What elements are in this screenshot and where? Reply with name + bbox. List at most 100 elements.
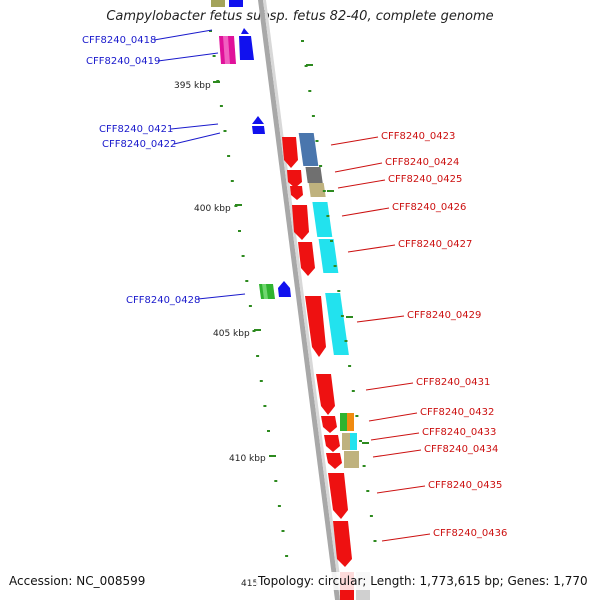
gene-CFF8240_0424-red[interactable] xyxy=(287,170,302,188)
scale-tick xyxy=(348,365,352,367)
scale-tick xyxy=(322,190,326,192)
scale-tick xyxy=(259,380,263,382)
scale-label-415: 415 xyxy=(241,579,258,589)
gene-CFF8240_0433-cyan[interactable] xyxy=(350,433,357,450)
scale-tick xyxy=(285,555,289,557)
gene-CFF8240_0431[interactable] xyxy=(316,374,335,415)
gene-CFF8240_0429-block[interactable] xyxy=(325,293,349,355)
scale-label-405: 405 kbp xyxy=(213,329,250,339)
scale-tick xyxy=(319,165,323,167)
gene-CFF8240_0427-block[interactable] xyxy=(318,239,339,273)
scale-tick xyxy=(219,105,223,107)
scale-tick xyxy=(277,505,281,507)
label-CFF8240_0419[interactable]: CFF8240_0419 xyxy=(86,56,160,67)
label-CFF8240_0422[interactable]: CFF8240_0422 xyxy=(102,139,176,150)
feature-block-blue-top[interactable] xyxy=(229,0,243,7)
scale-tick xyxy=(238,230,241,232)
gene-CFF8240_0432-red[interactable] xyxy=(321,416,337,433)
gene-CFF8240_0424-block[interactable] xyxy=(305,167,323,183)
scale-tick xyxy=(330,240,333,242)
scale-label-400: 400 kbp xyxy=(194,204,231,214)
gene-CFF8240_0423-block[interactable] xyxy=(298,133,319,166)
gene-CFF8240_0419-b[interactable] xyxy=(239,36,254,60)
scale-tick xyxy=(355,415,359,417)
scale-tick xyxy=(366,490,370,492)
label-CFF8240_0436[interactable]: CFF8240_0436 xyxy=(433,528,507,539)
label-CFF8240_0433[interactable]: CFF8240_0433 xyxy=(422,427,496,438)
gene-CFF8240_0434-block[interactable] xyxy=(344,451,359,468)
label-CFF8240_0435[interactable]: CFF8240_0435 xyxy=(428,480,502,491)
scale-tick xyxy=(311,115,315,117)
gene-CFF8240_0427-red[interactable] xyxy=(298,242,315,276)
scale-tick xyxy=(230,180,234,182)
gene-CFF8240_0426-block[interactable] xyxy=(312,202,333,237)
scale-tick xyxy=(301,40,304,42)
label-CFF8240_0434[interactable]: CFF8240_0434 xyxy=(424,444,498,455)
footer-background xyxy=(256,572,596,590)
label-CFF8240_0427[interactable]: CFF8240_0427 xyxy=(398,239,472,250)
backbone xyxy=(258,0,343,600)
label-CFF8240_0426[interactable]: CFF8240_0426 xyxy=(392,202,466,213)
label-CFF8240_0431[interactable]: CFF8240_0431 xyxy=(416,377,490,388)
scale-tick xyxy=(241,255,245,257)
map-title: Campylobacter fetus subsp. fetus 82-40, … xyxy=(106,9,494,24)
scale-tick xyxy=(351,390,355,392)
scale-tick xyxy=(362,442,369,444)
gene-CFF8240_0432-orange[interactable] xyxy=(347,413,354,431)
scale-tick xyxy=(333,265,337,267)
scale-tick xyxy=(256,355,260,357)
scale-tick xyxy=(248,305,252,307)
scale-tick xyxy=(326,215,330,217)
scale-tick xyxy=(212,55,216,57)
scale-tick xyxy=(327,190,334,192)
gene-CFF8240_0421[interactable] xyxy=(252,126,265,134)
forward-strand-features xyxy=(211,0,291,299)
gene-CFF8240_0429-red[interactable] xyxy=(305,296,326,357)
gene-CFF8240_0433-block[interactable] xyxy=(342,433,350,450)
label-CFF8240_0424[interactable]: CFF8240_0424 xyxy=(385,157,459,168)
accession-label: Accession: NC_008599 xyxy=(9,574,146,588)
scale-label-410: 410 kbp xyxy=(229,454,266,464)
scale-tick xyxy=(359,440,362,442)
feature-block-yellowgreen[interactable] xyxy=(211,0,225,7)
scale-tick xyxy=(315,140,319,142)
forward-gene-labels: CFF8240_0418 CFF8240_0419 CFF8240_0421 C… xyxy=(82,29,246,306)
gene-CFF8240_0423-red[interactable] xyxy=(282,137,298,168)
gene-CFF8240_0425-red[interactable] xyxy=(290,186,303,200)
scale-labels: 395 kbp 400 kbp 405 kbp 410 kbp 415 xyxy=(174,81,276,589)
scale-tick xyxy=(281,530,285,532)
gene-CFF8240_0426-red[interactable] xyxy=(292,205,309,240)
scale-tick xyxy=(274,480,278,482)
label-CFF8240_0429[interactable]: CFF8240_0429 xyxy=(407,310,481,321)
label-CFF8240_0428[interactable]: CFF8240_0428 xyxy=(126,295,200,306)
reverse-strand-features xyxy=(282,133,370,600)
scale-tick xyxy=(223,130,227,132)
gene-CFF8240_0433-red[interactable] xyxy=(324,435,340,452)
gene-CFF8240_0428-b[interactable] xyxy=(278,288,291,297)
label-CFF8240_0432[interactable]: CFF8240_0432 xyxy=(420,407,494,418)
scale-tick xyxy=(344,340,348,342)
label-CFF8240_0425[interactable]: CFF8240_0425 xyxy=(388,174,462,185)
scale-tick xyxy=(245,280,249,282)
label-CFF8240_0418[interactable]: CFF8240_0418 xyxy=(82,35,156,46)
scale-tick xyxy=(340,315,344,317)
topology-label: Topology: circular; Length: 1,773,615 bp… xyxy=(258,574,588,588)
scale-tick xyxy=(369,515,373,517)
scale-tick xyxy=(308,90,312,92)
scale-tick xyxy=(227,155,231,157)
scale-tick xyxy=(306,64,313,66)
scale-tick xyxy=(362,465,366,467)
scale-tick xyxy=(263,405,267,407)
gene-CFF8240_0432-green[interactable] xyxy=(340,413,347,431)
label-CFF8240_0423[interactable]: CFF8240_0423 xyxy=(381,131,455,142)
label-CFF8240_0421[interactable]: CFF8240_0421 xyxy=(99,124,173,135)
gene-CFF8240_0436[interactable] xyxy=(333,521,352,567)
scale-tick xyxy=(373,540,377,542)
gene-CFF8240_0425-block[interactable] xyxy=(308,183,326,197)
gene-CFF8240_0434-red[interactable] xyxy=(326,453,342,469)
scale-tick xyxy=(346,316,353,318)
scale-label-395: 395 kbp xyxy=(174,81,211,91)
gene-CFF8240_0435[interactable] xyxy=(328,473,348,519)
